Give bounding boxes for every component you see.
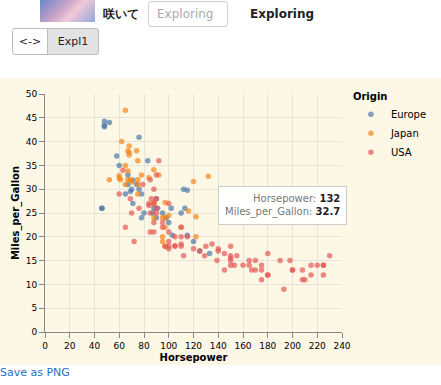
- html-text:Exploring: Exploring: [250, 7, 315, 21]
- svg-text:Japan: Japan: [390, 128, 419, 139]
- svg-text:200: 200: [284, 341, 301, 351]
- svg-text:Miles_per_Gallon: Miles_per_Gallon: [10, 166, 22, 260]
- svg-text:80: 80: [138, 341, 150, 351]
- svg-text:160: 160: [234, 341, 251, 351]
- svg-text:30: 30: [26, 184, 38, 194]
- svg-text:20: 20: [26, 232, 38, 242]
- svg-text:60: 60: [114, 341, 126, 351]
- svg-text:Europe: Europe: [391, 109, 426, 120]
- svg-text:180: 180: [259, 341, 276, 351]
- svg-text:100: 100: [160, 341, 177, 351]
- svg-text:Horsepower: Horsepower: [160, 352, 228, 363]
- html-text:咲いて: 咲いて: [103, 7, 139, 21]
- html-text:Save as PNG: Save as PNG: [0, 366, 70, 379]
- html-text:Expl1: Expl1: [57, 35, 89, 48]
- svg-text:15: 15: [26, 256, 37, 266]
- svg-text:40: 40: [89, 341, 101, 351]
- svg-text:50: 50: [26, 89, 38, 99]
- svg-text:Origin: Origin: [353, 91, 388, 102]
- svg-text:0: 0: [42, 341, 48, 351]
- svg-text:USA: USA: [391, 147, 412, 158]
- svg-text:5: 5: [31, 303, 37, 313]
- svg-text:45: 45: [26, 113, 37, 123]
- svg-text:40: 40: [26, 137, 38, 147]
- svg-text:25: 25: [26, 208, 37, 218]
- svg-text:220: 220: [309, 341, 326, 351]
- svg-text:Horsepower: 132Miles_per_Gallo: Horsepower: 132Miles_per_Gallon: 32.7: [225, 193, 340, 218]
- html-text:Exploring: Exploring: [157, 7, 214, 21]
- svg-text:0: 0: [31, 327, 37, 337]
- svg-text:35: 35: [26, 161, 37, 171]
- svg-text:240: 240: [333, 341, 350, 351]
- svg-text:20: 20: [64, 341, 76, 351]
- svg-text:10: 10: [26, 280, 38, 290]
- svg-text:140: 140: [210, 341, 227, 351]
- svg-text:120: 120: [185, 341, 202, 351]
